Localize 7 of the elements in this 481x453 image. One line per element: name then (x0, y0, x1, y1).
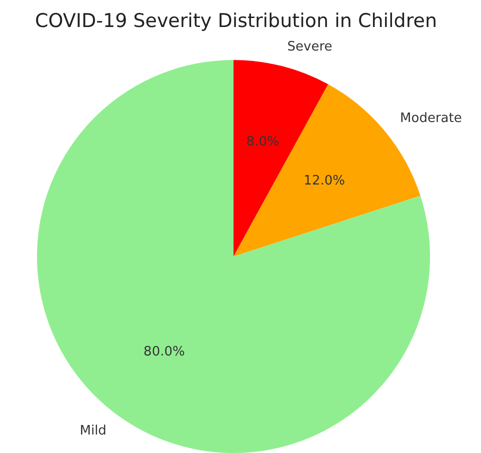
slice-label: Mild (80, 424, 106, 439)
slice-label: Moderate (400, 111, 462, 126)
data-label: 8.0% (246, 134, 280, 150)
chart-title: COVID-19 Severity Distribution in Children (35, 10, 437, 32)
slice-label: Severe (287, 40, 332, 55)
data-label: 80.0% (144, 344, 185, 360)
data-label: 12.0% (304, 174, 345, 189)
